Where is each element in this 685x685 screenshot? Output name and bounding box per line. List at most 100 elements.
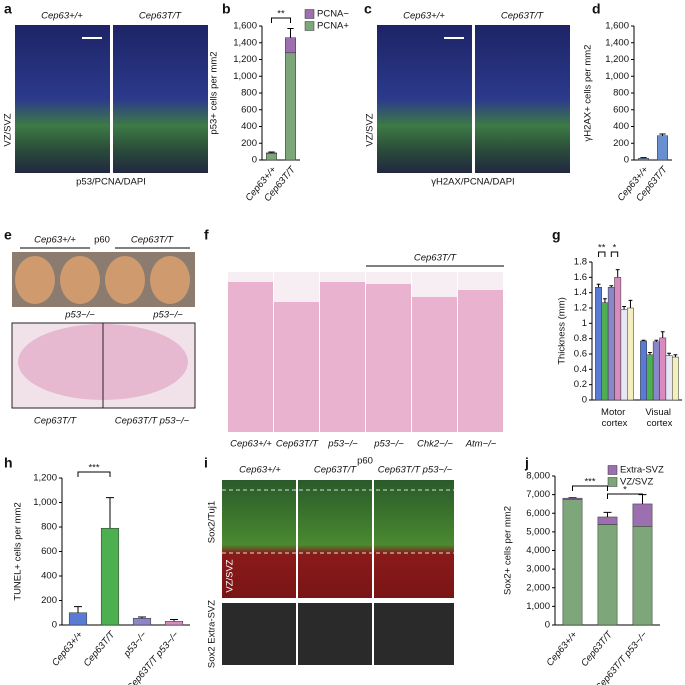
brain	[150, 256, 190, 304]
x-tick-label: Motor cortex	[601, 407, 628, 429]
bar	[132, 618, 152, 626]
genotype-label: Cep63+/+	[239, 465, 281, 476]
y-tick-label: 3,000	[526, 564, 550, 575]
bar	[614, 277, 622, 401]
y-tick-label: 400	[41, 571, 57, 582]
bar	[68, 612, 88, 626]
significance-label: ***	[584, 477, 595, 488]
group-label: Cep63T/T	[414, 253, 457, 264]
pia	[228, 272, 273, 282]
error-bar	[603, 298, 607, 303]
region-label: VZ/SVZ	[3, 113, 14, 146]
section	[320, 272, 365, 432]
significance-bracket	[610, 251, 619, 257]
y-tick-label: 1,600	[605, 21, 629, 32]
x-tick-label: p53−/−	[121, 629, 149, 660]
panel-letter: b	[222, 1, 231, 17]
genotype-label: Cep63+/+	[34, 235, 76, 246]
bar	[659, 337, 667, 401]
error-bar	[654, 339, 659, 342]
micrograph	[298, 480, 372, 598]
y-tick-label: 200	[613, 138, 629, 149]
x-tick-label: Cep63+/+	[544, 629, 580, 668]
significance-bracket	[271, 17, 291, 23]
y-tick-label: 600	[613, 104, 629, 115]
micrograph	[113, 25, 208, 173]
y-tick-label: 200	[241, 138, 257, 149]
x-tick-label: Cep63+/+	[50, 629, 86, 668]
genotype-label: p53−/−	[64, 310, 95, 321]
bar	[607, 287, 615, 401]
y-axis-label: Thickness (mm)	[557, 297, 568, 365]
y-tick-label: 600	[241, 104, 257, 115]
age-label: p60	[94, 235, 110, 246]
y-tick-label: 1,000	[605, 71, 629, 82]
significance-label: *	[613, 243, 617, 254]
error-bar	[667, 352, 671, 356]
genotype-label: Cep63T/T	[314, 465, 357, 476]
significance-label: **	[598, 243, 606, 254]
pia	[274, 272, 319, 302]
y-tick-label: 0	[52, 620, 57, 631]
genotype-label: Cep63T/T	[276, 439, 319, 450]
brain	[105, 256, 145, 304]
y-tick-label: 1,600	[233, 21, 257, 32]
error-bar	[106, 497, 114, 529]
y-tick-label: 1.6	[574, 272, 587, 283]
bar	[620, 309, 628, 401]
y-tick-label: 1,000	[233, 71, 257, 82]
y-tick-label: 0.8	[574, 333, 587, 344]
y-tick-label: 600	[41, 546, 57, 557]
genotype-label: p53−/−	[327, 439, 358, 450]
row-label: Sox2 Extra-SVZ	[207, 600, 218, 668]
panel-letter: a	[4, 1, 12, 17]
micrograph	[475, 25, 570, 173]
bar	[672, 356, 679, 401]
bar	[562, 499, 583, 626]
bar	[652, 341, 660, 401]
error-bar	[648, 351, 652, 355]
genotype-label: Cep63T/T	[131, 235, 174, 246]
genotype-label: Cep63T/T	[501, 11, 544, 22]
bar	[100, 527, 120, 626]
panel-letter: c	[364, 1, 372, 17]
panel-letter: f	[204, 227, 209, 243]
significance-bracket	[77, 471, 111, 477]
bar	[285, 52, 296, 161]
error-bar	[609, 285, 614, 288]
legend-label: PCNA+	[317, 21, 349, 32]
y-tick-label: 1,400	[605, 37, 629, 48]
error-bar	[287, 28, 294, 38]
error-bar	[170, 618, 178, 622]
y-tick-label: 1	[582, 318, 587, 329]
y-tick-label: 400	[241, 121, 257, 132]
y-tick-label: 2,000	[526, 582, 550, 593]
panel-letter: d	[592, 1, 601, 17]
legend-swatch	[607, 465, 618, 475]
genotype-label: Cep63+/+	[41, 11, 83, 22]
y-tick-label: 1,000	[33, 497, 57, 508]
stain-label: p53/PCNA/DAPI	[76, 177, 146, 188]
y-tick-label: 0	[624, 155, 629, 166]
y-tick-label: 5,000	[526, 526, 550, 537]
error-bar	[615, 269, 620, 278]
bar	[627, 307, 634, 401]
significance-bracket	[598, 251, 606, 257]
y-tick-label: 0	[545, 620, 550, 631]
section	[228, 272, 273, 432]
significance-bracket	[572, 485, 608, 491]
y-tick-label: 4,000	[526, 545, 550, 556]
genotype-label: Atm−/−	[465, 439, 497, 450]
y-tick-label: 6,000	[526, 508, 550, 519]
bar	[657, 135, 668, 161]
panel-letter: e	[4, 227, 12, 243]
y-tick-label: 1,200	[605, 54, 629, 65]
region-label: VZ/SVZ	[365, 113, 376, 146]
micrograph	[377, 25, 472, 173]
y-tick-label: 0	[582, 395, 587, 406]
genotype-label: Chk2−/−	[417, 439, 453, 450]
section	[366, 272, 411, 432]
micrograph	[374, 603, 454, 665]
genotype-label: Cep63+/+	[230, 439, 272, 450]
